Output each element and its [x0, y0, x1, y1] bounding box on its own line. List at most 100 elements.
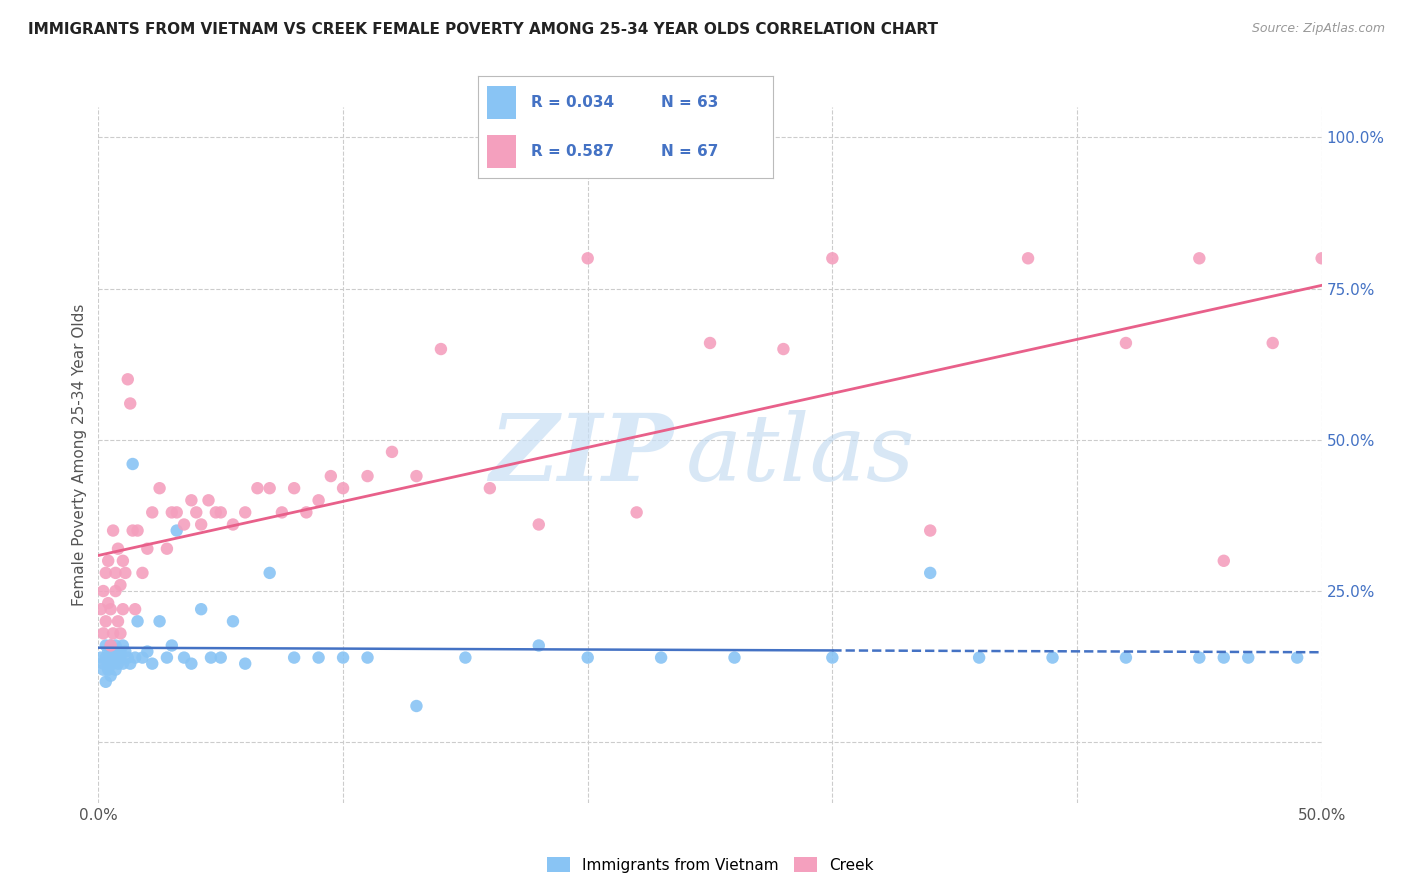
- Point: [97, 663, 120, 677]
- FancyBboxPatch shape: [486, 136, 516, 168]
- Point: [166, 524, 188, 538]
- Point: [920, 524, 942, 538]
- Point: [117, 650, 139, 665]
- Point: [101, 644, 124, 658]
- Point: [527, 517, 550, 532]
- Point: [124, 650, 146, 665]
- Point: [111, 554, 134, 568]
- Point: [405, 469, 427, 483]
- FancyBboxPatch shape: [486, 87, 516, 119]
- Point: [173, 517, 195, 532]
- Point: [209, 650, 232, 665]
- Point: [356, 650, 378, 665]
- Point: [101, 626, 124, 640]
- Point: [107, 650, 129, 665]
- Point: [1212, 554, 1234, 568]
- Legend: Immigrants from Vietnam, Creek: Immigrants from Vietnam, Creek: [540, 850, 880, 879]
- Point: [1310, 252, 1333, 266]
- Point: [1261, 336, 1284, 351]
- Point: [121, 524, 143, 538]
- Point: [233, 505, 256, 519]
- Point: [259, 566, 281, 580]
- Point: [308, 493, 330, 508]
- Point: [699, 336, 721, 351]
- Point: [821, 650, 844, 665]
- Point: [356, 469, 378, 483]
- Point: [101, 524, 124, 538]
- Point: [141, 505, 163, 519]
- Text: R = 0.034: R = 0.034: [531, 95, 614, 110]
- Point: [283, 481, 305, 495]
- Point: [723, 650, 745, 665]
- Point: [107, 657, 129, 671]
- Point: [104, 663, 127, 677]
- Point: [527, 639, 550, 653]
- Point: [120, 657, 142, 671]
- Point: [131, 566, 153, 580]
- Point: [121, 457, 143, 471]
- Point: [295, 505, 318, 519]
- Point: [180, 657, 202, 671]
- Point: [576, 252, 599, 266]
- Point: [107, 541, 129, 556]
- Point: [222, 517, 245, 532]
- Point: [430, 342, 453, 356]
- Text: R = 0.587: R = 0.587: [531, 145, 614, 160]
- Point: [97, 644, 120, 658]
- Point: [156, 541, 179, 556]
- Point: [319, 469, 342, 483]
- Point: [110, 578, 132, 592]
- Point: [186, 505, 208, 519]
- Point: [100, 669, 122, 683]
- Point: [1286, 650, 1309, 665]
- Point: [100, 650, 122, 665]
- Text: N = 67: N = 67: [661, 145, 718, 160]
- Point: [136, 541, 159, 556]
- Point: [110, 626, 132, 640]
- Point: [190, 602, 212, 616]
- Text: Source: ZipAtlas.com: Source: ZipAtlas.com: [1251, 22, 1385, 36]
- Point: [104, 566, 127, 580]
- Point: [149, 481, 172, 495]
- Text: ZIP: ZIP: [489, 410, 673, 500]
- Point: [110, 644, 132, 658]
- Point: [1017, 252, 1039, 266]
- Point: [200, 650, 222, 665]
- Point: [1237, 650, 1260, 665]
- Point: [110, 650, 132, 665]
- Point: [1188, 252, 1211, 266]
- Point: [1115, 650, 1137, 665]
- Point: [94, 615, 117, 629]
- Point: [107, 615, 129, 629]
- Text: atlas: atlas: [686, 410, 915, 500]
- Point: [650, 650, 672, 665]
- Point: [190, 517, 212, 532]
- Point: [127, 615, 149, 629]
- Point: [120, 396, 142, 410]
- Point: [772, 342, 794, 356]
- Point: [209, 505, 232, 519]
- Point: [626, 505, 648, 519]
- Point: [283, 650, 305, 665]
- Point: [114, 566, 136, 580]
- Point: [94, 566, 117, 580]
- Point: [332, 481, 354, 495]
- Point: [1212, 650, 1234, 665]
- Point: [97, 657, 120, 671]
- Point: [1188, 650, 1211, 665]
- Point: [94, 650, 117, 665]
- Point: [173, 650, 195, 665]
- Point: [127, 524, 149, 538]
- Point: [156, 650, 179, 665]
- Point: [233, 657, 256, 671]
- Point: [100, 602, 122, 616]
- Point: [205, 505, 228, 519]
- Point: [91, 584, 114, 599]
- Point: [91, 626, 114, 640]
- Point: [222, 615, 245, 629]
- Point: [197, 493, 219, 508]
- Point: [332, 650, 354, 665]
- Point: [100, 639, 122, 653]
- Point: [104, 639, 127, 653]
- Point: [111, 657, 134, 671]
